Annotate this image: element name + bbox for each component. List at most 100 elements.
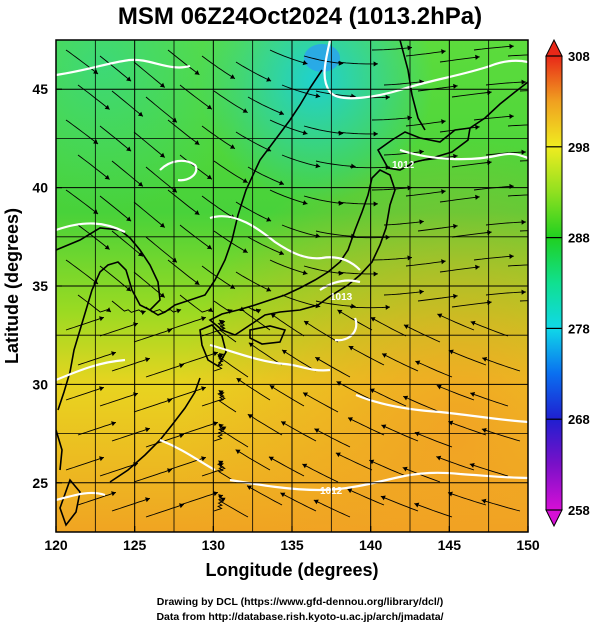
streamline [405,190,446,197]
streamline [213,353,225,372]
streamline [417,85,458,92]
streamline [315,230,356,237]
streamline [201,265,236,290]
streamline-arrowhead [475,124,480,130]
streamline-arrowhead [137,111,143,117]
streamline [481,499,521,512]
streamline-arrowhead [99,386,104,392]
streamline [381,353,419,372]
streamline [235,271,272,292]
streamline [348,345,385,366]
streamline-arrowhead [453,83,458,89]
streamline [447,492,487,506]
streamline-arrowhead [280,492,286,498]
streamline [335,452,373,471]
streamline [405,120,446,127]
isobar-label: 1012 [392,160,415,171]
streamline-arrowhead [448,349,454,355]
streamline [485,291,526,296]
streamline [269,259,308,275]
streamline [213,90,248,113]
streamline-arrowhead [303,320,309,326]
streamline [436,384,475,401]
streamline [99,322,139,337]
x-tick-label: 145 [438,537,462,553]
streamline [247,236,285,255]
streamline-arrowhead [201,456,206,462]
streamline-arrowhead [208,307,214,312]
streamline-arrowhead [218,494,224,500]
streamline-arrowhead [335,452,341,458]
streamline-arrowhead [481,427,487,433]
streamline [369,388,407,407]
streamline-arrowhead [282,349,287,355]
streamline [65,386,105,401]
streamline [347,488,385,506]
streamline [302,392,339,413]
streamline-arrowhead [126,216,132,222]
streamline [371,187,412,191]
streamline-arrowhead [126,146,132,152]
colorbar-min-arrow [545,509,563,528]
y-axis-label: Latitude (degrees) [2,208,22,364]
x-tick-label: 135 [280,537,304,553]
streamline-arrowhead [436,384,442,390]
streamline [303,320,339,343]
streamline-arrowhead [402,466,408,472]
streamline [337,131,378,135]
streamline [213,160,248,183]
streamline [280,492,317,512]
colorbar-scale [545,55,563,511]
streamline-arrowhead [220,497,226,503]
streamline-arrowhead [159,292,165,298]
streamline-arrowhead [453,223,458,229]
y-tick-label: 25 [32,475,48,491]
streamline [213,424,224,442]
streamline [133,398,173,413]
streamline [349,306,391,309]
streamline [448,349,487,366]
streamline-arrowhead [201,316,206,322]
streamline-arrowhead [281,421,287,426]
streamline-arrowhead [279,250,284,256]
streamline [451,301,492,308]
streamline-arrowhead [314,428,320,434]
colorbar-tick-label: 258 [568,503,590,518]
streamline [315,90,356,97]
streamline-arrowhead [111,491,116,497]
streamline [179,421,219,436]
streamline [485,221,526,226]
streamline [247,413,283,436]
streamline [314,428,351,448]
streamline [417,295,458,302]
streamline [179,491,219,506]
streamline-arrowhead [453,153,458,159]
y-tick-label: 40 [32,180,48,196]
streamline [167,189,200,216]
streamline-arrowhead [266,76,272,82]
streamline [133,328,173,343]
streamline [347,417,385,436]
y-tick-label: 30 [32,376,48,392]
streamline-arrowhead [302,270,308,276]
streamline-arrowhead [315,93,321,99]
streamline-arrowhead [221,426,227,431]
streamline [383,290,424,296]
streamline-arrowhead [415,360,421,366]
x-tick-label: 125 [123,537,147,553]
streamline-arrowhead [381,424,387,430]
streamline-arrowhead [229,144,235,149]
colorbar-tick-label: 298 [568,140,590,155]
streamline [235,131,272,152]
streamline-arrowhead [137,181,143,187]
streamline [145,503,185,518]
streamline-arrowhead [303,392,309,397]
streamline [337,61,378,65]
streamline [235,61,272,82]
streamline-arrowhead [145,497,150,503]
streamline-arrowhead [104,174,110,180]
streamline-arrowhead [475,54,480,60]
streamline [314,356,351,378]
streamline-arrowhead [414,431,420,437]
streamline-arrowhead [104,104,110,110]
